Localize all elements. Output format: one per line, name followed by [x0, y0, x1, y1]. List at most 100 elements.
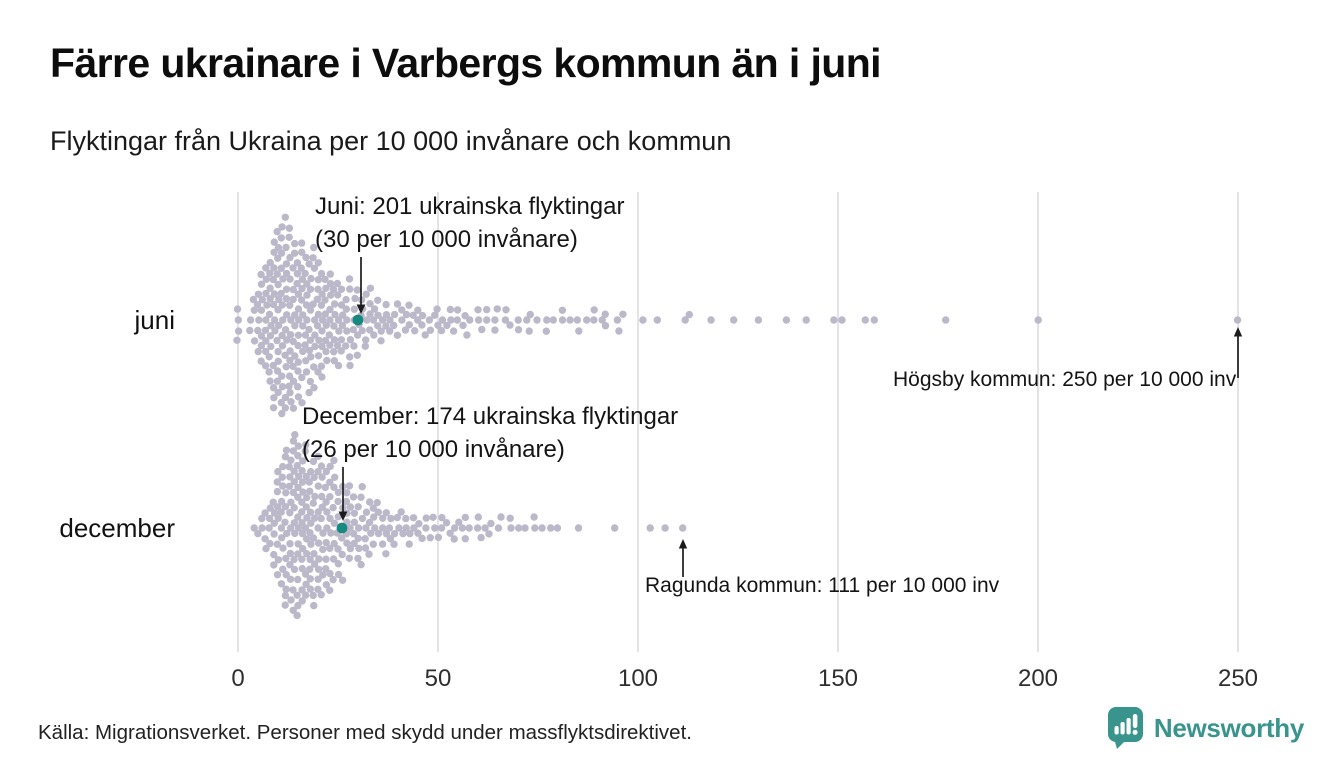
municipality-dot: [357, 493, 365, 501]
municipality-dot: [465, 524, 473, 532]
municipality-dot: [478, 325, 486, 334]
municipality-dot: [274, 306, 282, 314]
annotation-ragunda-arrowhead: [678, 539, 688, 549]
municipality-dot: [263, 301, 271, 309]
municipality-dot: [266, 332, 275, 340]
municipality-dot: [265, 368, 273, 376]
municipality-dot: [361, 342, 369, 350]
municipality-dot: [613, 316, 622, 324]
annotation-hogsby: Högsby kommun: 250 per 10 000 inv: [893, 368, 1237, 391]
municipality-dot: [298, 275, 307, 283]
municipality-dot: [459, 321, 467, 330]
municipality-dot: [278, 301, 286, 309]
municipality-dot: [346, 353, 354, 361]
municipality-dot: [310, 514, 319, 522]
municipality-dot: [275, 321, 283, 330]
municipality-dot: [481, 524, 489, 532]
municipality-dot: [278, 372, 286, 380]
municipality-dot: [506, 321, 514, 329]
municipality-dot: [293, 270, 302, 278]
municipality-dot: [295, 316, 303, 324]
municipality-dot: [289, 586, 297, 594]
municipality-dot: [246, 326, 254, 335]
municipality-dot: [339, 311, 347, 319]
municipality-dot: [282, 489, 290, 497]
municipality-dot: [266, 269, 274, 277]
municipality-dot: [298, 529, 307, 538]
municipality-dot: [285, 382, 293, 390]
municipality-dot: [521, 524, 529, 532]
municipality-dot: [402, 524, 410, 532]
municipality-dot: [290, 478, 298, 486]
municipality-dot: [314, 539, 323, 547]
municipality-dot: [257, 280, 266, 288]
municipality-dot: [362, 508, 371, 516]
municipality-dot: [302, 368, 311, 376]
municipality-dot: [346, 285, 354, 293]
municipality-dot: [310, 363, 318, 371]
municipality-dot: [310, 601, 318, 610]
municipality-dot: [426, 534, 434, 542]
municipality-dot: [262, 544, 270, 553]
municipality-dot: [305, 478, 313, 486]
municipality-dot: [291, 431, 299, 439]
municipality-dot: [343, 489, 351, 497]
municipality-dot: [282, 446, 291, 454]
municipality-dot: [322, 467, 331, 476]
municipality-dot: [382, 322, 390, 330]
annotation-juni-arrowhead: [356, 304, 366, 314]
municipality-dot: [366, 326, 374, 334]
newsworthy-icon: [1107, 707, 1143, 749]
municipality-dot: [299, 311, 307, 319]
municipality-dot: [266, 539, 274, 548]
municipality-dot: [361, 544, 370, 552]
municipality-dot: [298, 508, 306, 516]
municipality-dot: [273, 571, 282, 579]
chart-title: Färre ukrainare i Varbergs kommun än i j…: [50, 40, 882, 86]
municipality-dot: [291, 322, 299, 330]
municipality-dot: [319, 529, 327, 537]
municipality-dot: [277, 524, 286, 532]
municipality-dot: [289, 437, 298, 445]
municipality-dot: [369, 504, 377, 512]
municipality-dot: [377, 327, 385, 335]
municipality-dot: [386, 316, 394, 324]
municipality-dot: [523, 316, 531, 324]
municipality-dot: [303, 280, 311, 288]
municipality-dot: [322, 538, 330, 547]
municipality-dot: [321, 483, 329, 492]
municipality-dot: [314, 575, 322, 583]
municipality-dot: [278, 409, 286, 418]
annotation-juni-line2: (30 per 10 000 invånare): [315, 226, 578, 253]
municipality-dot: [830, 316, 838, 324]
municipality-dot: [283, 311, 291, 319]
municipality-dot: [619, 310, 627, 318]
municipality-dot: [345, 482, 354, 490]
municipality-dot: [329, 503, 337, 512]
municipality-dot: [249, 295, 258, 304]
municipality-dot: [461, 535, 469, 543]
municipality-dot: [283, 529, 291, 538]
municipality-dot: [294, 575, 302, 584]
municipality-dot: [266, 295, 274, 303]
municipality-dot: [282, 243, 290, 252]
municipality-dot: [306, 555, 314, 564]
municipality-dot: [306, 529, 314, 537]
municipality-dot: [286, 575, 295, 583]
municipality-dot: [310, 384, 318, 392]
municipality-dot: [318, 473, 326, 481]
newsworthy-logo: Newsworthy: [1107, 706, 1304, 750]
municipality-dot: [273, 478, 281, 486]
municipality-dot: [326, 341, 334, 349]
annotation-december-line1: December: 174 ukrainska flyktingar: [302, 403, 678, 430]
municipality-dot: [434, 321, 442, 329]
municipality-dot: [317, 462, 326, 470]
municipality-dot: [294, 358, 302, 366]
municipality-dot: [326, 316, 334, 324]
municipality-dot: [303, 291, 311, 299]
municipality-dot: [350, 509, 359, 517]
municipality-dot: [262, 264, 270, 272]
municipality-dot: [266, 284, 274, 292]
municipality-dot: [298, 597, 306, 605]
municipality-dot: [362, 524, 370, 532]
